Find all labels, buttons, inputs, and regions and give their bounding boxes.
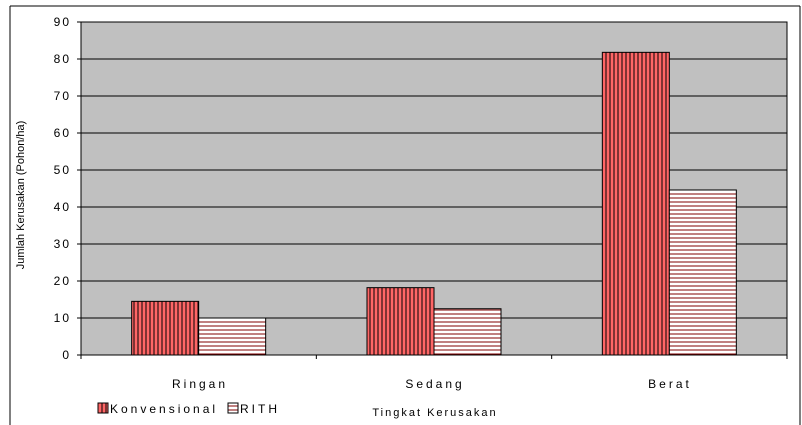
x-axis-label: Tingkat Kerusakan [372,407,497,419]
legend-swatch-rith [227,402,239,414]
y-tick-label: 20 [54,274,71,288]
bar-konvensional-sedang [366,287,435,356]
legend-label-konvensional: Konvensional [110,402,218,416]
y-tick-label: 10 [54,311,71,325]
bar-rith-sedang [433,308,502,356]
x-tick-label-berat: Berat [648,377,692,391]
y-tick-label: 30 [54,237,71,251]
y-tick-label: 90 [54,15,71,29]
bar-rith-berat [668,189,737,356]
y-tick-label: 50 [54,163,71,177]
y-axis-label: Jumlah Kerusakan (Pohon/ha) [15,121,27,270]
y-tick-label: 0 [62,348,71,362]
bar-konvensional-ringan [131,300,200,356]
legend: Konvensional RITH [97,402,280,416]
y-tick-label: 60 [54,126,71,140]
y-tick-label: 40 [54,200,71,214]
bar-konvensional-berat [601,51,670,356]
y-axis-ticks: 0 10 20 30 40 50 60 70 80 90 [54,15,788,362]
y-tick-label: 70 [54,89,71,103]
legend-label-rith: RITH [240,402,280,416]
bars [131,51,737,356]
legend-swatch-konvensional [97,402,109,414]
y-tick-label: 80 [54,52,71,66]
bar-rith-ringan [198,317,267,356]
x-tick-label-sedang: Sedang [405,377,464,391]
x-tick-label-ringan: Ringan [172,377,228,391]
